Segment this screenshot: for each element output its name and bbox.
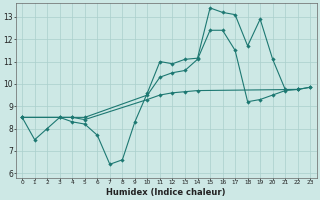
X-axis label: Humidex (Indice chaleur): Humidex (Indice chaleur) [107,188,226,197]
